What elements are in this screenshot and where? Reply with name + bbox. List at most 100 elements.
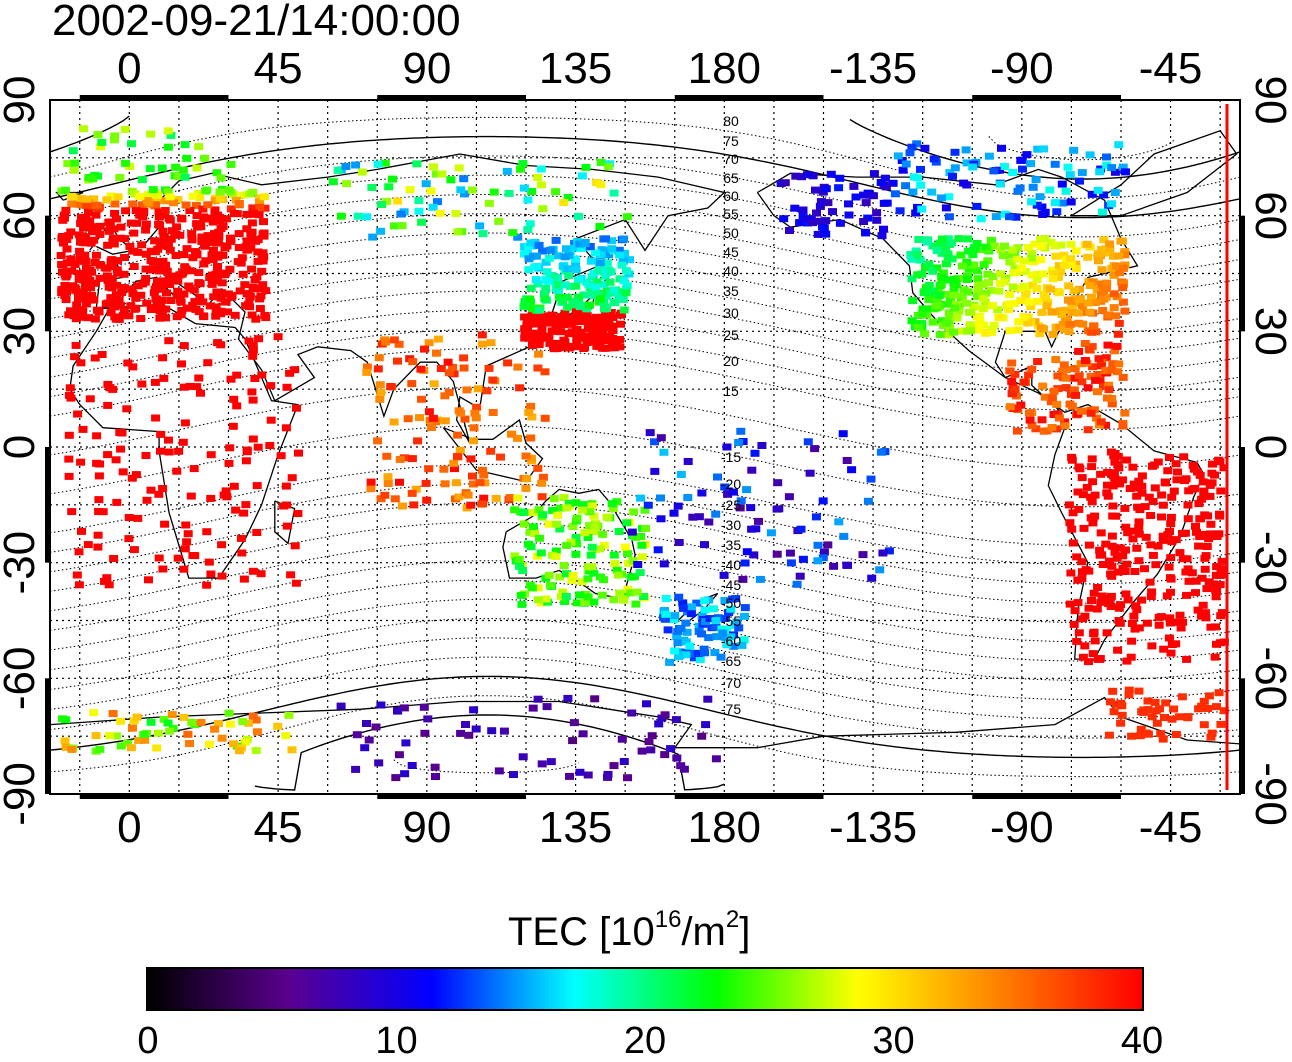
tec-cell-south-america bbox=[1166, 513, 1176, 521]
tec-cell-africa bbox=[286, 571, 296, 579]
tec-cell-india-southeast-asia bbox=[477, 466, 487, 474]
tec-cell-south-america bbox=[1122, 456, 1132, 464]
tec-cell-india-southeast-asia bbox=[383, 480, 393, 487]
tec-cell-india-southeast-asia bbox=[449, 370, 459, 378]
tec-cell-europe bbox=[120, 159, 130, 167]
tec-cell-south-america bbox=[1123, 529, 1133, 537]
tec-cell-north-america bbox=[951, 281, 961, 289]
tec-cell-new-zealand bbox=[717, 625, 727, 633]
tec-cell-north-america bbox=[1065, 171, 1075, 179]
tec-cell-south-america bbox=[1211, 593, 1221, 601]
tec-cell-asia-north bbox=[456, 186, 466, 194]
tec-cell-india-southeast-asia bbox=[505, 494, 515, 502]
tec-cell-south-america bbox=[1123, 596, 1133, 604]
tec-cell-europe bbox=[163, 188, 173, 196]
tec-cell-pacific bbox=[659, 448, 669, 456]
tec-cell-japan bbox=[569, 244, 579, 252]
tec-cell-japan bbox=[531, 252, 541, 260]
tec-cell-europe bbox=[66, 228, 76, 236]
tec-cell-asia-north bbox=[393, 197, 403, 205]
tec-cell-south-america bbox=[1097, 592, 1107, 600]
tec-cell-antarctica bbox=[1171, 731, 1181, 738]
tec-cell-china-east bbox=[583, 325, 593, 333]
tec-cell-alaska bbox=[813, 230, 823, 238]
tec-cell-north-america bbox=[1110, 189, 1120, 196]
tec-cell-africa bbox=[108, 385, 118, 393]
tec-cell-north-america bbox=[941, 246, 951, 254]
tec-cell-china-east bbox=[616, 311, 625, 319]
tec-cell-south-america bbox=[1103, 468, 1113, 476]
tec-cell-north-america bbox=[914, 324, 924, 332]
tec-cell-asia-north bbox=[431, 170, 441, 178]
tec-cell-south-america bbox=[1207, 479, 1217, 487]
tec-cell-south-america bbox=[1197, 530, 1207, 538]
tec-cell-north-america bbox=[1043, 298, 1053, 306]
tec-cell-south-america bbox=[1095, 655, 1104, 663]
tec-cell-pacific bbox=[858, 551, 868, 559]
tec-cell-europe bbox=[177, 214, 187, 222]
tec-cell-north-america bbox=[963, 272, 972, 280]
tec-cell-africa bbox=[94, 508, 104, 515]
tec-cell-japan bbox=[577, 244, 587, 252]
tec-cell-north-america bbox=[937, 235, 947, 243]
tec-cell-north-america bbox=[908, 297, 918, 305]
tec-cell-china-east bbox=[527, 340, 537, 348]
tec-cell-north-america bbox=[944, 193, 954, 201]
tec-cell-europe bbox=[136, 315, 146, 322]
tec-cell-north-america bbox=[932, 247, 942, 254]
tec-cell-antarctica bbox=[711, 755, 721, 763]
top-longitude-label: 180 bbox=[688, 44, 761, 93]
tec-cell-north-america bbox=[1029, 258, 1039, 266]
tec-cell-china-east bbox=[601, 335, 611, 343]
tec-cell-north-america bbox=[1037, 203, 1047, 211]
tec-cell-asia-north bbox=[459, 175, 469, 183]
tec-cell-japan bbox=[519, 302, 529, 310]
tec-cell-north-america bbox=[1035, 193, 1045, 201]
tec-cell-europe bbox=[133, 282, 143, 290]
tec-cell-australia bbox=[578, 506, 587, 514]
tec-cell-alaska bbox=[790, 204, 800, 212]
tec-cell-pacific bbox=[656, 515, 666, 523]
tec-cell-south-america bbox=[1080, 612, 1090, 620]
tec-cell-north-america bbox=[1109, 252, 1118, 260]
tec-cell-antarctica bbox=[703, 695, 713, 703]
tec-cell-australia bbox=[559, 494, 569, 501]
tec-cell-pacific bbox=[704, 518, 714, 526]
tec-cell-europe bbox=[62, 245, 72, 253]
tec-cell-australia bbox=[544, 520, 554, 528]
tec-cell-india-southeast-asia bbox=[424, 339, 434, 347]
contour-label: 80 bbox=[723, 113, 739, 129]
tec-cell-new-zealand bbox=[711, 623, 721, 631]
tec-cell-north-america bbox=[942, 260, 951, 268]
tec-cell-europe bbox=[148, 186, 158, 194]
tec-cell-north-america bbox=[893, 152, 903, 160]
tec-cell-south-america bbox=[1118, 564, 1128, 572]
tec-cell-north-america bbox=[1121, 168, 1130, 176]
tec-cell-europe bbox=[217, 270, 227, 278]
tec-cell-new-zealand bbox=[697, 630, 706, 638]
tec-cell-china-east bbox=[579, 345, 589, 352]
tec-cell-north-america bbox=[950, 304, 960, 312]
tec-cell-new-zealand bbox=[728, 595, 738, 603]
tec-cell-new-zealand bbox=[695, 656, 705, 663]
tec-cell-central-america bbox=[1080, 357, 1090, 364]
tec-cell-north-america bbox=[973, 288, 983, 296]
tec-cell-antarctica bbox=[583, 771, 593, 779]
tec-cell-europe bbox=[150, 237, 160, 245]
tec-cell-asia-north bbox=[518, 160, 528, 168]
tec-cell-pacific bbox=[673, 502, 683, 510]
coastline-path bbox=[502, 488, 636, 599]
tec-cell-europe bbox=[91, 211, 101, 219]
tec-cell-africa bbox=[178, 438, 188, 446]
tec-cell-north-america bbox=[1026, 160, 1036, 168]
tec-cell-pacific bbox=[722, 443, 732, 451]
tec-cell-north-america bbox=[928, 318, 938, 326]
tec-cell-europe bbox=[203, 201, 213, 209]
tec-cell-south-america bbox=[1090, 637, 1100, 645]
tec-cell-australia bbox=[541, 595, 551, 603]
tec-cell-india-southeast-asia bbox=[513, 363, 523, 371]
tec-cell-south-america bbox=[1114, 604, 1124, 612]
tec-cell-europe bbox=[116, 234, 125, 242]
tec-cell-europe bbox=[78, 295, 88, 303]
tec-cell-pacific bbox=[720, 483, 730, 491]
